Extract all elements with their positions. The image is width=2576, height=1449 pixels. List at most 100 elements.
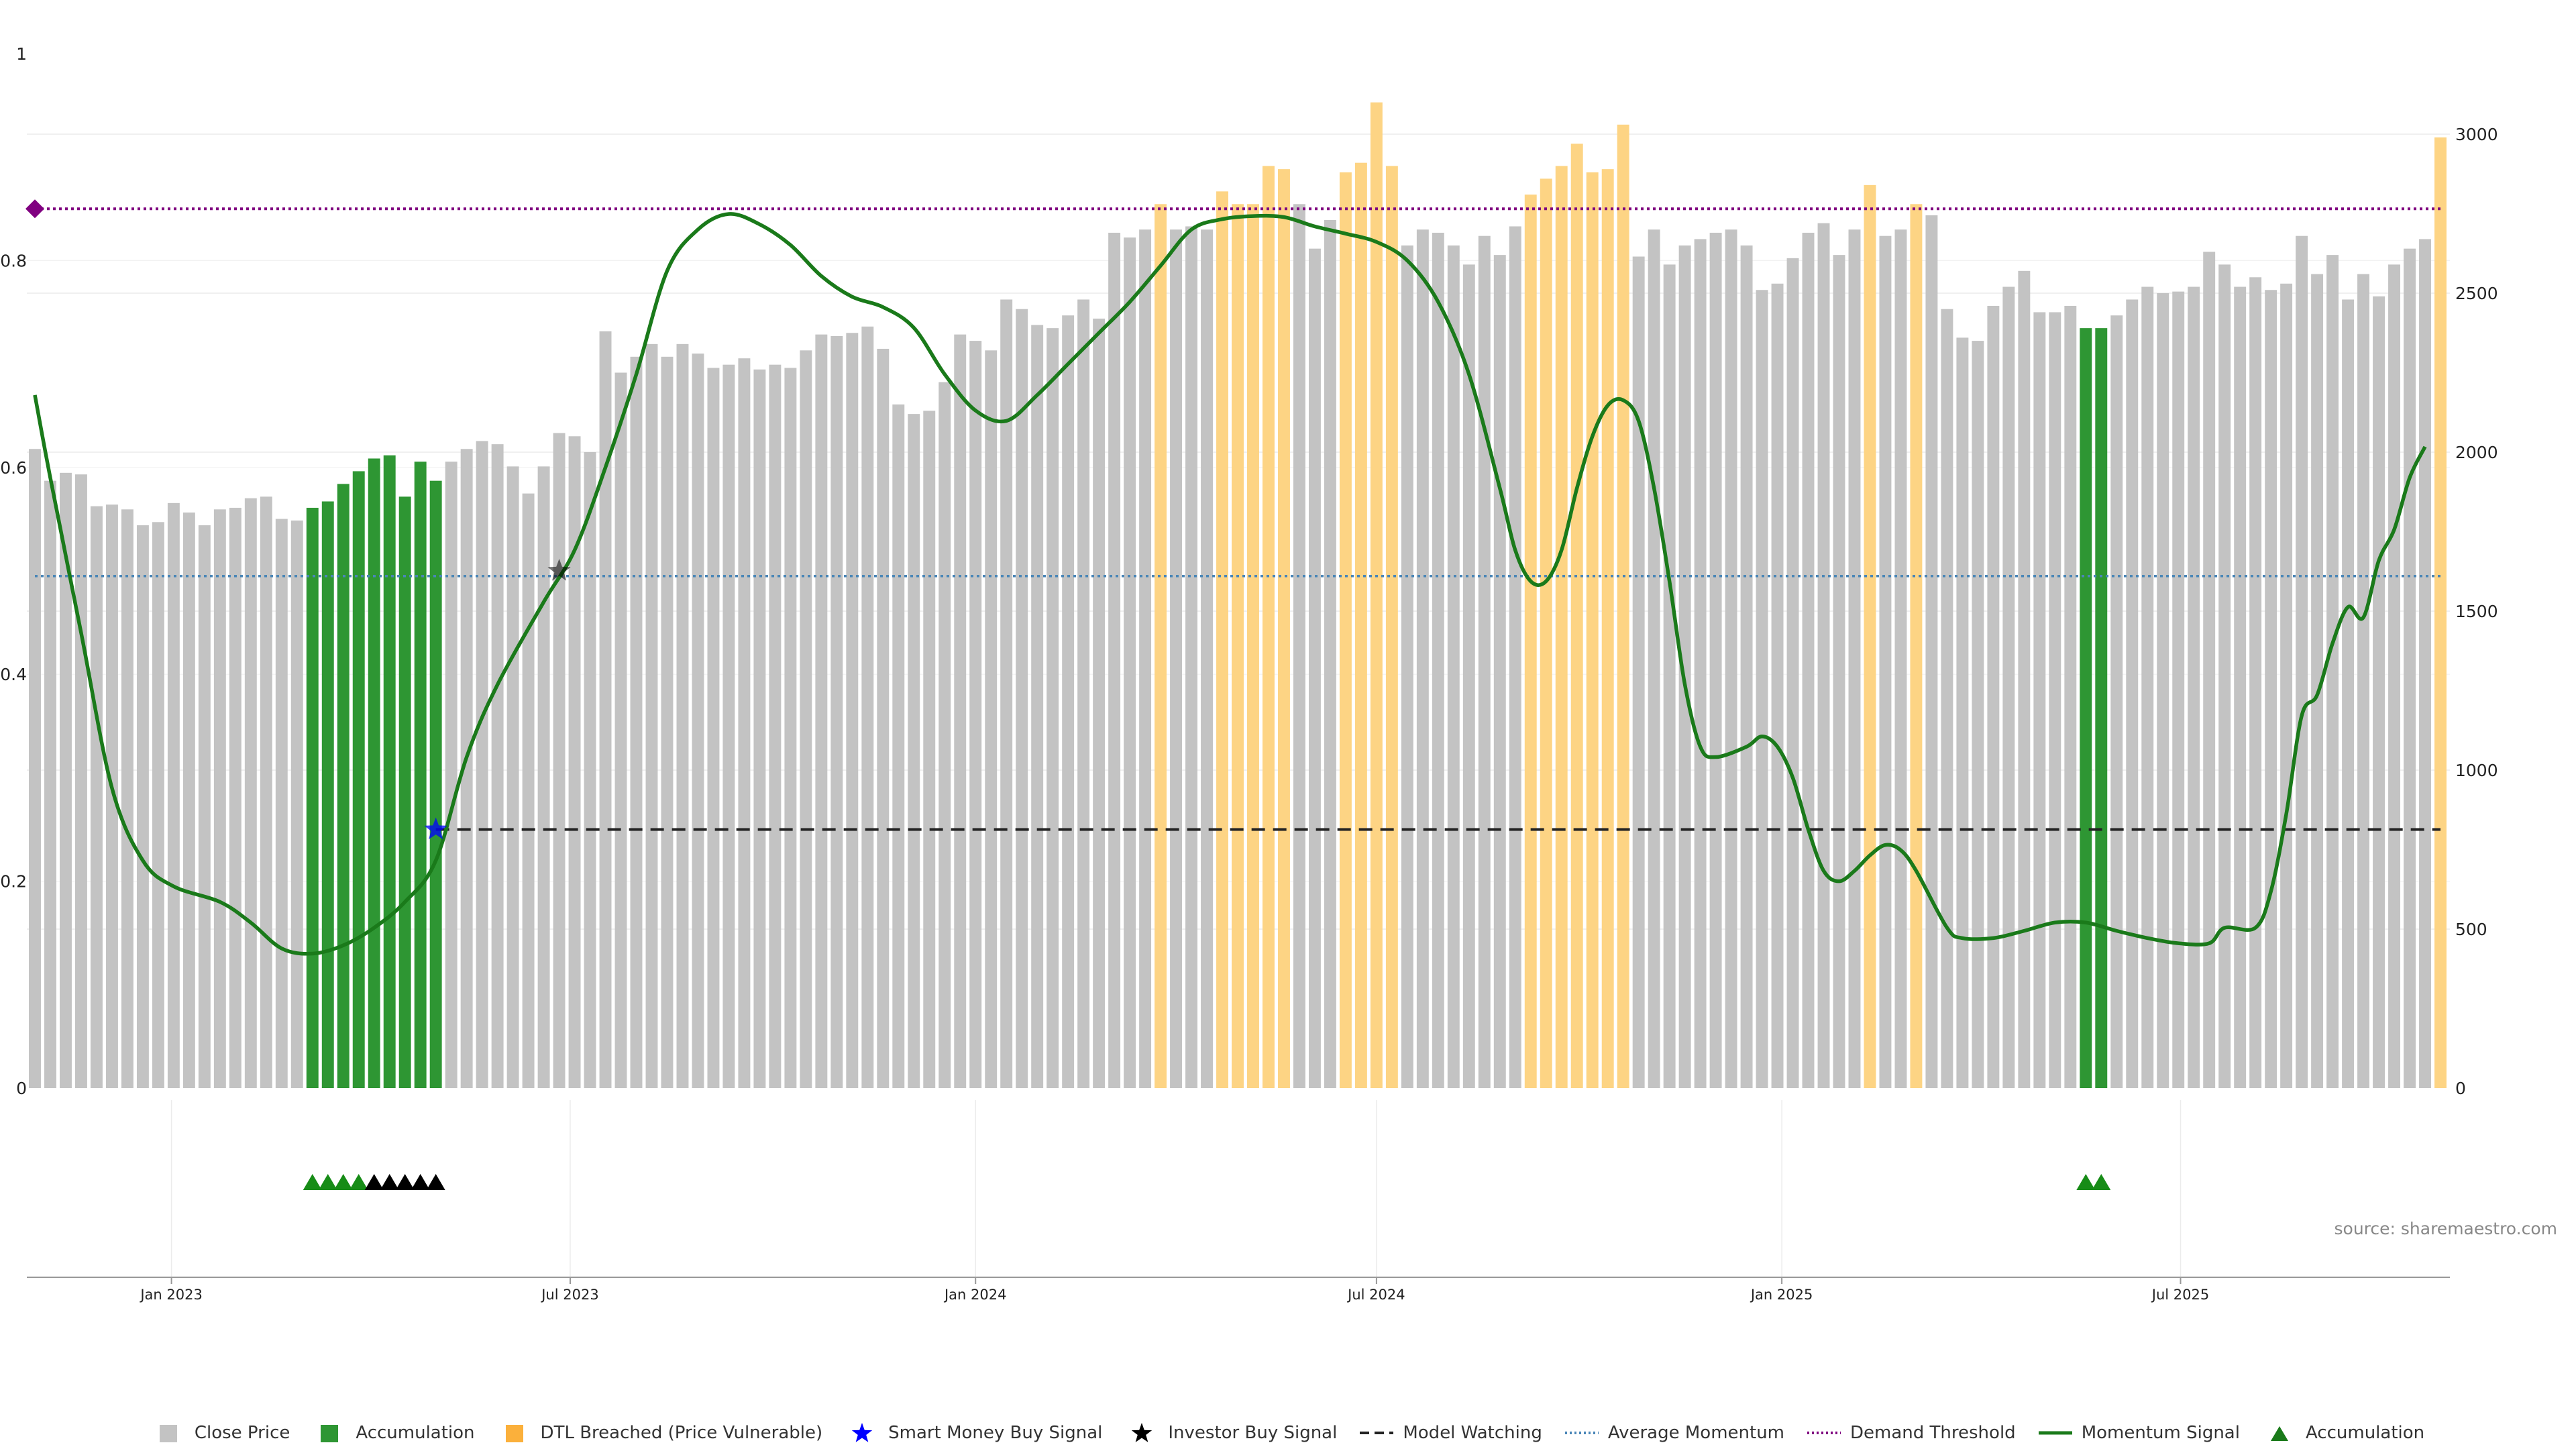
dtl-breached-bar <box>1232 204 1244 1088</box>
legend-item: DTL Breached (Price Vulnerable) <box>498 1422 822 1444</box>
price-bar <box>2280 283 2293 1088</box>
dtl-breached-bar <box>1247 204 1259 1088</box>
accumulation-bar <box>414 462 427 1088</box>
smart-money-buy-signal <box>424 817 447 840</box>
price-bar <box>1000 299 1013 1089</box>
price-bar <box>1478 235 1491 1089</box>
legend-triangle-icon <box>2270 1426 2288 1441</box>
dtl-breached-bar <box>1617 124 1629 1088</box>
price-bar <box>2404 248 2416 1088</box>
price-bar <box>1709 232 1722 1089</box>
momentum-signal-line <box>33 212 2427 956</box>
price-bar <box>1401 245 1413 1088</box>
dtl-breached-bar <box>1910 204 1923 1088</box>
momentum-signal <box>33 212 2427 956</box>
price-bar <box>121 509 133 1088</box>
price-bar <box>1848 229 1861 1089</box>
legend-dot-icon <box>1807 1432 1841 1434</box>
demand-threshold-marker <box>25 199 44 219</box>
price-bar <box>1185 226 1198 1089</box>
legend-star-icon <box>851 1423 873 1442</box>
price-bar <box>661 356 674 1088</box>
price-bar <box>2419 239 2431 1088</box>
price-bar <box>568 436 581 1088</box>
price-bar <box>846 333 859 1088</box>
legend-label: Momentum Signal <box>2081 1423 2240 1443</box>
investor-marker <box>364 1174 384 1190</box>
accumulation-bar <box>306 507 319 1088</box>
dtl-breached-bar <box>1354 162 1367 1088</box>
x-tick-label: Jan 2024 <box>943 1287 1007 1303</box>
price-bar <box>1678 245 1691 1088</box>
right-tick-label: 2000 <box>2455 443 2498 462</box>
accumulation-marker <box>349 1174 368 1190</box>
right-tick-label: 3000 <box>2455 125 2498 144</box>
investor-marker <box>380 1174 399 1190</box>
price-bar <box>1740 245 1753 1088</box>
accumulation-markers <box>303 1174 2111 1190</box>
dtl-breached-bar <box>1601 169 1614 1088</box>
price-bar <box>692 354 704 1088</box>
price-bar <box>1062 315 1075 1089</box>
price-bar <box>954 334 967 1088</box>
dtl-breached-bar <box>1570 144 1583 1089</box>
price-bar <box>506 466 519 1088</box>
legend-square-icon <box>321 1425 339 1442</box>
legend-label: Accumulation <box>356 1423 475 1443</box>
price-bar <box>1462 264 1475 1089</box>
legend-label: Model Watching <box>1403 1423 1542 1443</box>
price-bar <box>1648 229 1660 1089</box>
price-bar <box>753 369 766 1088</box>
legend-square-icon <box>505 1425 523 1442</box>
price-bar <box>2018 270 2031 1088</box>
price-bar <box>1925 215 1938 1088</box>
price-bar <box>707 368 720 1088</box>
price-bar <box>260 496 272 1088</box>
dtl-breached-bar <box>2434 137 2447 1089</box>
price-bar <box>676 343 689 1088</box>
price-bar <box>445 462 458 1088</box>
accumulation-bar <box>368 458 380 1088</box>
price-bar <box>1941 309 1953 1089</box>
right-tick-label: 1500 <box>2455 602 2498 621</box>
price-bar <box>1509 226 1521 1089</box>
left-tick-label: 0.4 <box>0 665 27 684</box>
left-tick-label: 1 <box>16 44 27 64</box>
investor-marker <box>395 1174 415 1190</box>
price-bar <box>229 507 241 1088</box>
legend-dash-icon <box>1360 1432 1394 1434</box>
right-tick-label: 1000 <box>2455 761 2498 780</box>
price-bar <box>985 350 998 1088</box>
price-bar <box>1833 255 1845 1088</box>
price-bar <box>584 452 596 1088</box>
dtl-breached-bar <box>1540 178 1552 1088</box>
price-bar <box>1694 239 1707 1088</box>
price-bar <box>1802 232 1815 1089</box>
price-bar <box>908 414 920 1088</box>
price-bar <box>1293 204 1305 1088</box>
accumulation-marker <box>303 1174 322 1190</box>
price-bar <box>491 444 504 1088</box>
price-bar <box>2002 286 2015 1088</box>
price-bar <box>2249 277 2262 1088</box>
price-bar <box>923 411 936 1088</box>
accumulation-bar <box>2080 328 2092 1088</box>
price-bar <box>90 506 103 1088</box>
price-bar <box>2049 312 2061 1089</box>
accumulation-marker <box>318 1174 337 1190</box>
legend-item: Model Watching <box>1360 1422 1542 1444</box>
price-bar <box>645 343 658 1088</box>
price-bar <box>2172 291 2185 1088</box>
price-bar <box>877 348 890 1089</box>
dtl-breached-bar <box>1155 204 1167 1088</box>
price-bar <box>2373 296 2385 1088</box>
price-bar <box>2203 252 2216 1088</box>
price-bar <box>1894 229 1907 1089</box>
price-bar <box>1077 299 1090 1089</box>
price-bar <box>1124 237 1136 1088</box>
price-bar <box>105 504 118 1088</box>
legend-item: Smart Money Buy Signal <box>845 1422 1102 1444</box>
accumulation-bar <box>398 496 411 1088</box>
price-bar <box>522 493 535 1088</box>
dtl-breached-bar <box>1263 166 1275 1088</box>
